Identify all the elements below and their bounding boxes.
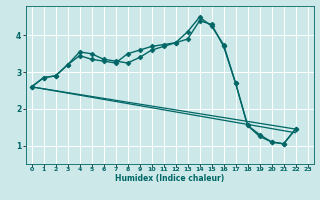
X-axis label: Humidex (Indice chaleur): Humidex (Indice chaleur) — [115, 174, 224, 183]
